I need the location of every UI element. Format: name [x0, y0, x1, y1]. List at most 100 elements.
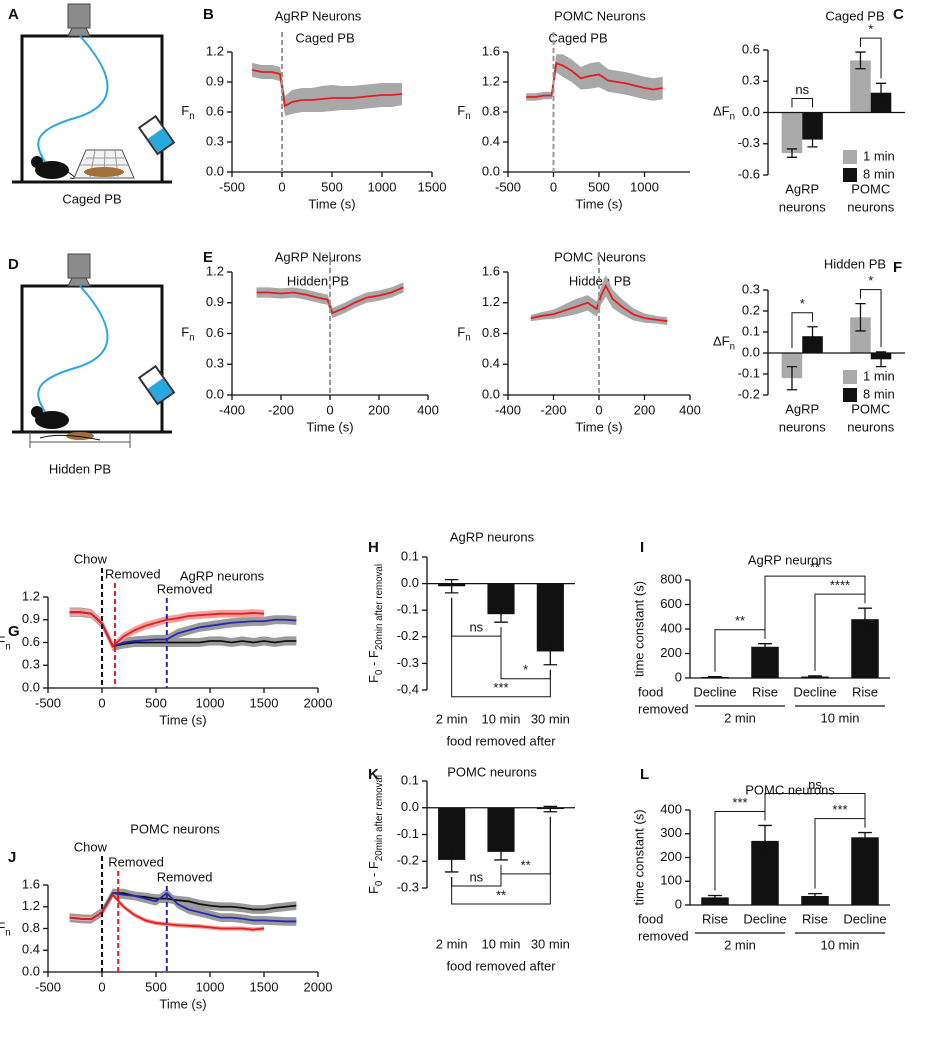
- event-label: Chow: [74, 839, 108, 854]
- significance-label: ****: [830, 578, 850, 593]
- camera: [67, 3, 91, 29]
- x-tick-label: 400: [679, 402, 701, 417]
- event-label: Removed: [108, 854, 164, 869]
- y-axis-label-part: F: [366, 886, 381, 894]
- y-tick-label: 1.2: [482, 73, 500, 88]
- x-axis-label: removed: [638, 701, 689, 716]
- chart-title: AgRP Neurons: [275, 249, 362, 264]
- y-tick-label: 0: [675, 896, 682, 911]
- x-tick-label: Rise: [802, 911, 828, 926]
- panel-letter: A: [8, 6, 19, 23]
- chart-title: Hidden PB: [824, 256, 886, 271]
- y-tick-label: 0.0: [482, 386, 500, 401]
- x-tick-label: neurons: [847, 199, 894, 214]
- significance-label: ns: [469, 620, 483, 635]
- y-tick-label: 0.6: [742, 41, 760, 56]
- panel-letter: B: [203, 6, 214, 23]
- mean-line: [69, 611, 265, 648]
- y-axis-label-part: n: [465, 332, 470, 343]
- y-axis-label: Fn: [457, 325, 470, 343]
- bar: [781, 112, 803, 154]
- x-axis-label: Time (s): [308, 196, 355, 211]
- y-tick-label: 0.0: [206, 163, 224, 178]
- significance-label: ***: [732, 795, 747, 810]
- fiber: [37, 35, 109, 163]
- x-tick-label: 2 min: [436, 711, 468, 726]
- x-tick-label: -200: [540, 402, 566, 417]
- diagram-caption: Hidden PB: [49, 461, 111, 476]
- hidden-chamber: [29, 432, 131, 448]
- panel-letter: C: [893, 6, 904, 23]
- x-tick-label: 10 min: [481, 936, 520, 951]
- x-tick-label: 1500: [250, 979, 279, 994]
- y-tick-label: 100: [660, 873, 682, 888]
- x-tick-label: 1500: [250, 695, 279, 710]
- y-axis-label-part: n: [5, 927, 10, 938]
- y-tick-label: 1.2: [22, 898, 40, 913]
- mean-line: [256, 286, 404, 315]
- y-tick-label: 0.4: [482, 133, 500, 148]
- x-tick-label: 500: [588, 179, 610, 194]
- bar: [701, 897, 729, 905]
- y-tick-label: 1.6: [482, 263, 500, 278]
- error-band: [69, 607, 297, 651]
- y-tick-label: 0.3: [742, 281, 760, 296]
- significance-label: *: [523, 662, 528, 677]
- enclosure: [20, 34, 164, 182]
- chart-title: AgRP neurons: [180, 568, 265, 583]
- cage-mesh: [80, 149, 128, 179]
- x-tick-label: 500: [145, 979, 167, 994]
- legend-swatch: [843, 370, 857, 384]
- x-tick-label: 1000: [196, 695, 225, 710]
- water: [148, 378, 173, 403]
- y-axis-label: Fn: [457, 103, 470, 121]
- y-axis-label-part: n: [189, 111, 194, 122]
- error-bar: [708, 894, 722, 900]
- y-tick-label: 200: [660, 645, 682, 660]
- y-tick-label: 0: [675, 669, 682, 684]
- significance-label: ns: [469, 869, 483, 884]
- y-axis-label-part: F: [457, 325, 465, 340]
- bar: [751, 646, 779, 678]
- y-tick-label: 0.1: [401, 772, 419, 787]
- x-axis-label: food: [638, 684, 663, 699]
- error-band: [256, 282, 404, 319]
- panel-letter: K: [368, 766, 379, 783]
- y-tick-label: -0.6: [738, 166, 760, 181]
- x-tick-label: 0: [550, 179, 557, 194]
- y-tick-label: 1.2: [206, 43, 224, 58]
- error-bar: [543, 637, 558, 666]
- fiber: [37, 285, 109, 413]
- y-axis-label: Fn: [0, 634, 11, 652]
- y-axis-label: Fn: [181, 325, 194, 343]
- x-tick-label: POMC: [851, 181, 890, 196]
- mouse-head: [31, 156, 43, 168]
- y-axis-label-part: F: [0, 634, 5, 649]
- y-axis-label-part: n: [730, 341, 735, 352]
- error-band: [69, 608, 264, 651]
- x-tick-label: 200: [368, 402, 390, 417]
- x-tick-label: -400: [495, 402, 521, 417]
- x-tick-label: 1500: [418, 179, 447, 194]
- x-tick-label: Rise: [702, 911, 728, 926]
- error-bar: [875, 82, 887, 103]
- y-tick-label: 1.6: [482, 43, 500, 58]
- error-bar: [786, 366, 798, 391]
- group-label: 10 min: [820, 710, 859, 725]
- x-axis-label: Time (s): [306, 419, 353, 434]
- camera: [67, 253, 91, 279]
- panel-letter: D: [8, 256, 19, 273]
- error-bar: [855, 303, 866, 332]
- mean-line: [530, 283, 668, 323]
- error-bar: [444, 578, 459, 594]
- y-tick-label: 0.3: [206, 133, 224, 148]
- y-axis-label-part: - F: [366, 861, 381, 881]
- legend-swatch: [843, 388, 857, 402]
- y-tick-label: 0.0: [482, 163, 500, 178]
- error-bar: [858, 831, 872, 843]
- panel-letter: L: [640, 766, 649, 783]
- y-tick-label: -0.1: [397, 826, 419, 841]
- y-axis-label: time constant (s): [631, 581, 646, 677]
- y-axis-label-part: ΔF: [713, 334, 730, 349]
- error-band: [69, 892, 264, 932]
